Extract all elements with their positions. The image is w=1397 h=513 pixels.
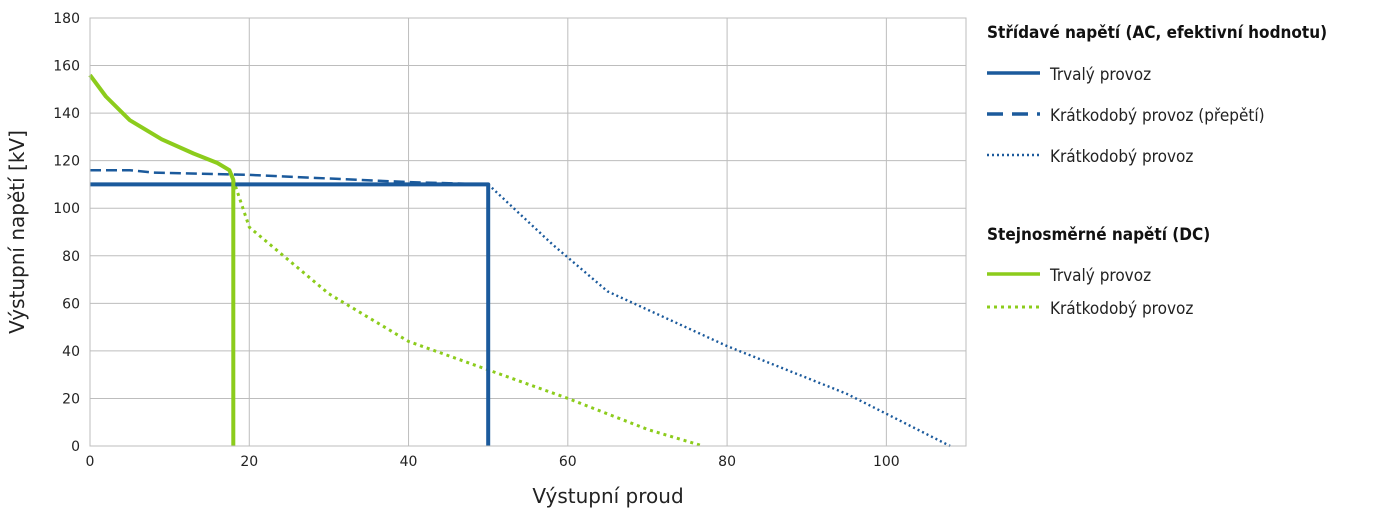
x-tick-label: 0 xyxy=(86,454,95,470)
series-line-ac-kr-tkodob-provoz xyxy=(487,183,951,448)
x-tick-labels: 0 20 40 60 80 100 xyxy=(86,454,900,470)
x-axis-title: Výstupní proud xyxy=(532,484,683,508)
y-tick-label: 0 xyxy=(71,439,80,455)
x-tick-label: 60 xyxy=(559,454,577,470)
x-tick-label: 100 xyxy=(873,454,900,470)
legend-group-ac-title: Střídavé napětí (AC, efektivní hodnotu) xyxy=(987,23,1327,43)
y-axis-title: Výstupní napětí [kV] xyxy=(5,130,29,334)
series-line-ac-kr-tkodob-provoz-p-ep-t xyxy=(90,168,489,186)
series-line-dc-trval-provoz xyxy=(88,73,236,446)
y-tick-label: 80 xyxy=(62,249,80,265)
legend-label-ac-short: Krátkodobý provoz xyxy=(1050,147,1193,167)
plot-frame xyxy=(89,17,967,447)
y-tick-label: 120 xyxy=(53,154,80,170)
x-tick-label: 40 xyxy=(400,454,418,470)
legend-label-dc-continuous: Trvalý provoz xyxy=(1049,266,1151,286)
series-layer xyxy=(88,73,951,448)
legend: Střídavé napětí (AC, efektivní hodnotu) … xyxy=(987,23,1327,319)
y-tick-label: 160 xyxy=(53,59,80,75)
legend-group-dc-title: Stejnosměrné napětí (DC) xyxy=(987,225,1210,245)
y-tick-label: 100 xyxy=(53,201,80,217)
y-tick-label: 140 xyxy=(53,106,80,122)
y-tick-label: 40 xyxy=(62,344,80,360)
x-tick-label: 80 xyxy=(718,454,736,470)
y-tick-label: 180 xyxy=(53,11,80,27)
y-tick-label: 60 xyxy=(62,296,80,312)
x-tick-label: 20 xyxy=(240,454,258,470)
grid xyxy=(89,17,966,447)
y-tick-labels: 0 20 40 60 80 100 120 140 160 180 xyxy=(53,11,80,455)
series-line-dc-kr-tkodob-provoz xyxy=(231,179,704,448)
y-tick-label: 20 xyxy=(62,391,80,407)
series-line-ac-trval-provoz xyxy=(90,182,491,446)
legend-label-dc-short: Krátkodobý provoz xyxy=(1050,299,1193,319)
legend-label-ac-short-overvoltage: Krátkodobý provoz (přepětí) xyxy=(1050,106,1265,126)
legend-label-ac-continuous: Trvalý provoz xyxy=(1049,65,1151,85)
